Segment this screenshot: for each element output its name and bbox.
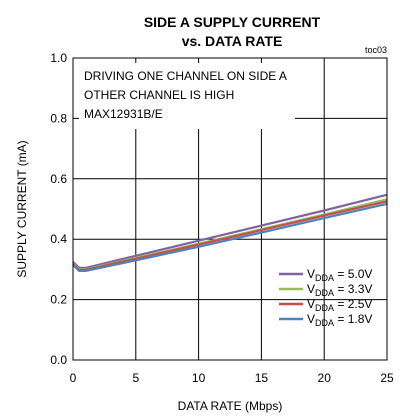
y-tick-label: 0.4 bbox=[50, 232, 67, 246]
y-tick-labels: 0.0 0.2 0.4 0.6 0.8 1.0 bbox=[50, 51, 67, 367]
legend-label-3: VDDA = 1.8V bbox=[307, 312, 372, 328]
y-tick-label: 0.8 bbox=[50, 111, 67, 125]
x-tick-label: 10 bbox=[192, 371, 206, 385]
chart-title-line1: SIDE A SUPPLY CURRENT bbox=[144, 14, 321, 30]
figure-id: toc03 bbox=[365, 45, 387, 55]
x-tick-labels: 0 5 10 15 20 25 bbox=[70, 371, 394, 385]
x-tick-label: 5 bbox=[132, 371, 139, 385]
annotation-line-3: MAX12931B/E bbox=[84, 107, 163, 121]
series-line-3 bbox=[72, 202, 388, 272]
legend-label-0: VDDA = 5.0V bbox=[307, 267, 372, 283]
y-axis-label: SUPPLY CURRENT (mA) bbox=[15, 140, 29, 277]
annotation-box bbox=[79, 63, 295, 129]
x-tick-label: 0 bbox=[70, 371, 77, 385]
x-tick-label: 15 bbox=[255, 371, 269, 385]
plot-frame bbox=[72, 57, 388, 361]
y-tick-label: 1.0 bbox=[50, 51, 67, 65]
legend-label-2: VDDA = 2.5V bbox=[307, 297, 372, 313]
annotation-line-1: DRIVING ONE CHANNEL ON SIDE A bbox=[84, 69, 287, 83]
series-lines bbox=[72, 193, 388, 272]
y-tick-label: 0.2 bbox=[50, 293, 67, 307]
legend-label-1: VDDA = 3.3V bbox=[307, 282, 372, 298]
annotation-line-2: OTHER CHANNEL IS HIGH bbox=[84, 88, 234, 102]
x-tick-label: 25 bbox=[380, 371, 394, 385]
x-tick-label: 20 bbox=[318, 371, 332, 385]
x-axis-label: DATA RATE (Mbps) bbox=[178, 399, 283, 413]
chart-title-line2: vs. DATA RATE bbox=[182, 33, 283, 49]
series-line-0 bbox=[72, 193, 388, 269]
y-tick-label: 0.0 bbox=[50, 353, 67, 367]
y-tick-label: 0.6 bbox=[50, 172, 67, 186]
